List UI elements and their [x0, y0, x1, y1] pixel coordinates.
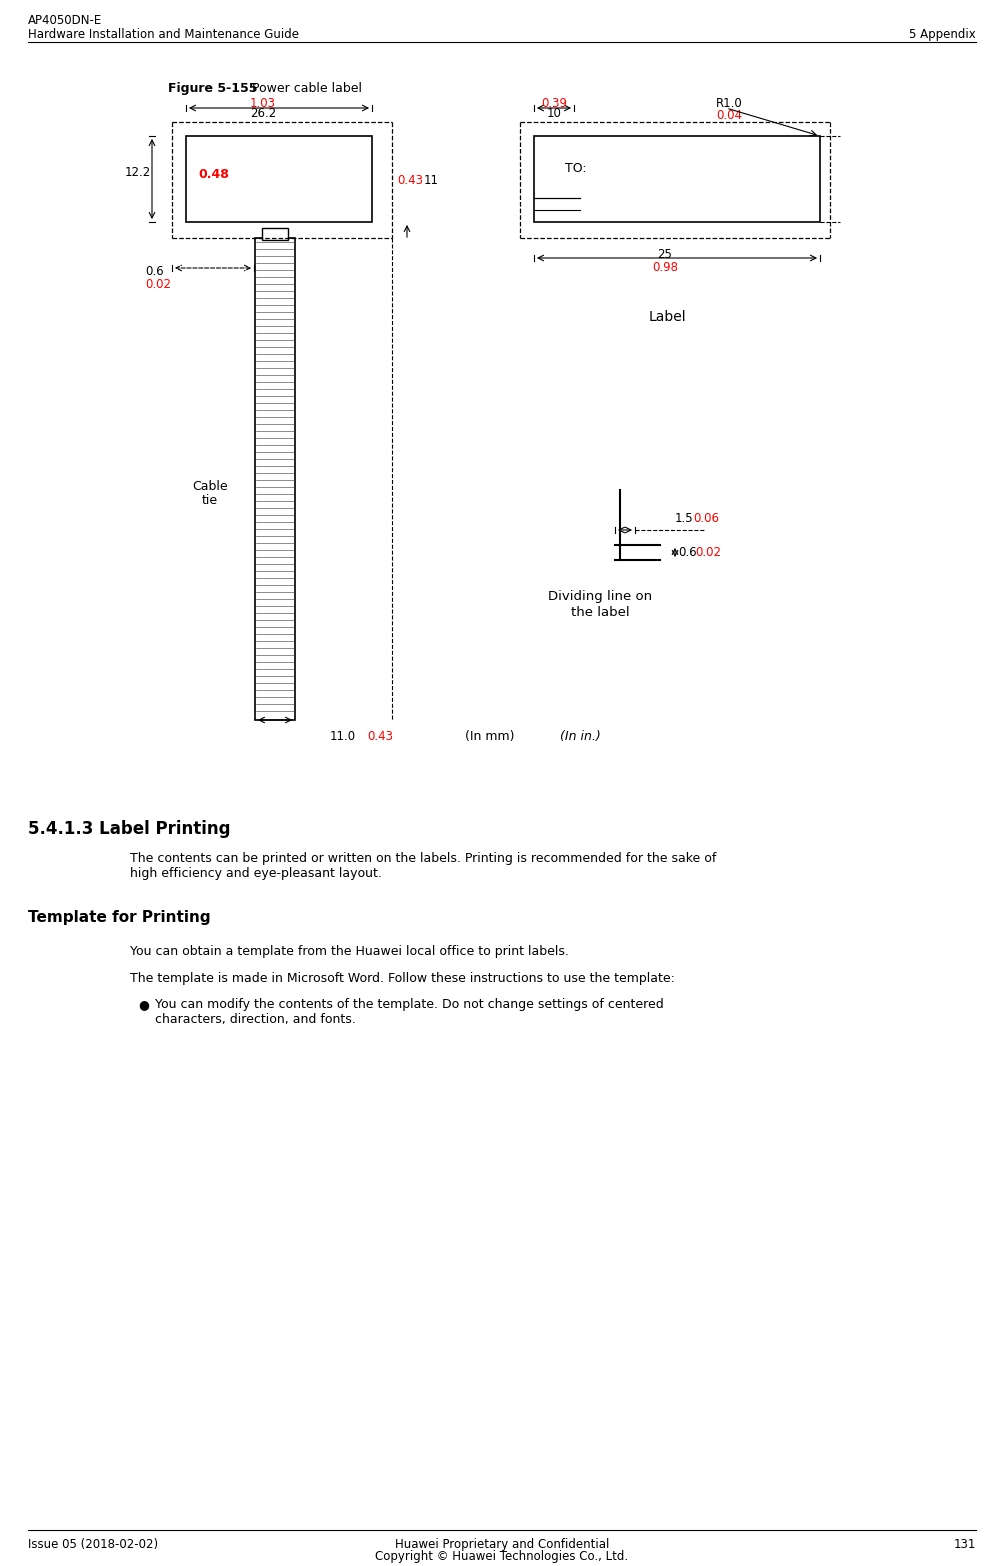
Text: 0.02: 0.02	[144, 279, 171, 291]
Text: the label: the label	[570, 606, 629, 619]
Text: 1.03: 1.03	[250, 97, 276, 110]
Text: 0.6: 0.6	[677, 547, 696, 559]
Text: The contents can be printed or written on the labels. Printing is recommended fo: The contents can be printed or written o…	[129, 852, 716, 880]
Text: Figure 5-155: Figure 5-155	[168, 81, 257, 96]
Text: 0.48: 0.48	[198, 169, 229, 182]
Text: 12.2: 12.2	[124, 166, 151, 180]
Text: 11: 11	[423, 174, 438, 188]
Text: 131: 131	[953, 1538, 975, 1550]
Text: You can modify the contents of the template. Do not change settings of centered
: You can modify the contents of the templ…	[154, 998, 663, 1026]
Text: (In mm): (In mm)	[464, 730, 515, 742]
Bar	[186, 136, 372, 222]
Text: R1.0: R1.0	[715, 97, 742, 110]
Text: 0.39: 0.39	[541, 97, 567, 110]
Text: 1.5: 1.5	[674, 512, 693, 525]
Text: ●: ●	[137, 998, 148, 1012]
Text: Label: Label	[648, 310, 685, 324]
Text: 11.0: 11.0	[330, 730, 356, 742]
Text: AP4050DN-E: AP4050DN-E	[28, 14, 102, 27]
Text: You can obtain a template from the Huawei local office to print labels.: You can obtain a template from the Huawe…	[129, 944, 569, 958]
Bar	[262, 229, 288, 240]
Text: The template is made in Microsoft Word. Follow these instructions to use the tem: The template is made in Microsoft Word. …	[129, 972, 674, 985]
Text: 0.02: 0.02	[694, 547, 720, 559]
Text: Huawei Proprietary and Confidential: Huawei Proprietary and Confidential	[394, 1538, 609, 1550]
Bar	[255, 238, 295, 720]
Text: Copyright © Huawei Technologies Co., Ltd.: Copyright © Huawei Technologies Co., Ltd…	[375, 1550, 628, 1563]
Text: 26.2: 26.2	[250, 106, 276, 121]
Text: Power cable label: Power cable label	[248, 81, 362, 96]
Text: 5.4.1.3 Label Printing: 5.4.1.3 Label Printing	[28, 821, 231, 838]
Text: Hardware Installation and Maintenance Guide: Hardware Installation and Maintenance Gu…	[28, 28, 299, 41]
Text: TO:: TO:	[565, 161, 586, 174]
Text: Dividing line on: Dividing line on	[548, 590, 651, 603]
Text: 0.6: 0.6	[144, 265, 163, 279]
Text: 10: 10	[546, 106, 561, 121]
Text: 5 Appendix: 5 Appendix	[909, 28, 975, 41]
Text: 0.43: 0.43	[367, 730, 392, 742]
Text: 0.43: 0.43	[396, 174, 422, 188]
Text: 0.98: 0.98	[651, 262, 677, 274]
Text: tie: tie	[202, 493, 218, 507]
Text: (In in.): (In in.)	[559, 730, 600, 742]
Text: 0.04: 0.04	[715, 110, 741, 122]
Text: Cable: Cable	[192, 481, 228, 493]
Text: 0.06: 0.06	[692, 512, 718, 525]
Text: Issue 05 (2018-02-02): Issue 05 (2018-02-02)	[28, 1538, 157, 1550]
Bar	[534, 136, 819, 222]
Text: 25: 25	[657, 247, 672, 262]
Text: Template for Printing: Template for Printing	[28, 910, 211, 926]
